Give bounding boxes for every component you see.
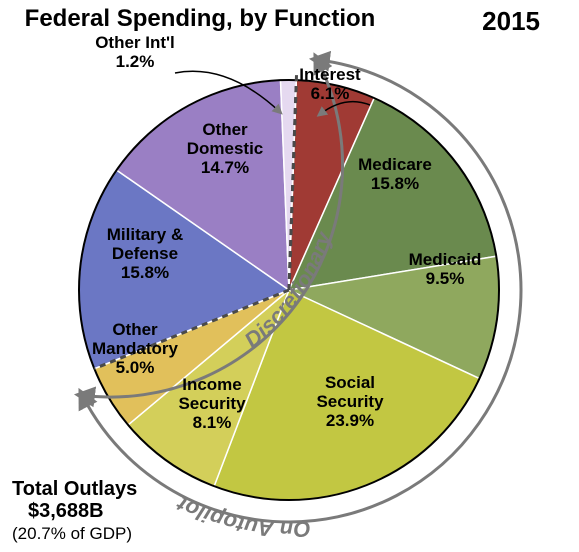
pie-chart: DiscretionaryOn AutopilotInterest6.1%Med…: [0, 0, 579, 552]
label-other_intl: Other Int'l1.2%: [95, 33, 175, 71]
totals-block: Total Outlays$3,688B(20.7% of GDP): [12, 478, 137, 543]
chart-title: Federal Spending, by Function: [25, 5, 376, 32]
label-social_security: SocialSecurity23.9%: [316, 373, 384, 430]
chart-year: 2015: [482, 6, 540, 36]
